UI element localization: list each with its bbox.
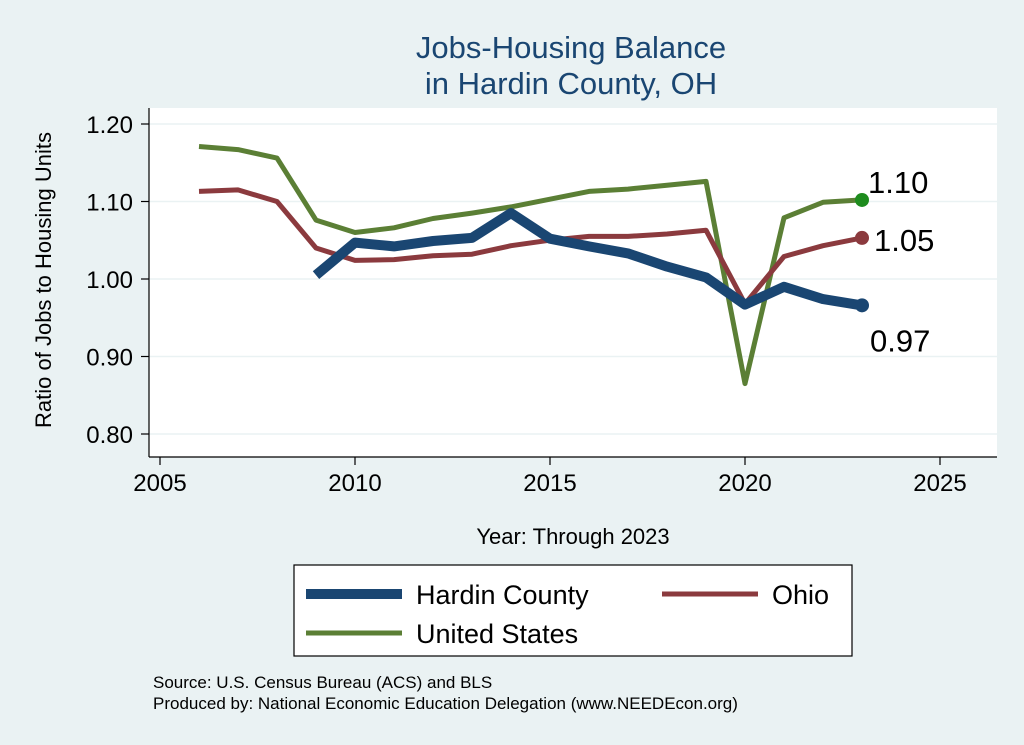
legend: Hardin County Ohio United States bbox=[293, 564, 853, 657]
series-lines bbox=[198, 144, 863, 387]
legend-label-ohio: Ohio bbox=[772, 580, 829, 610]
produced-by-note: Produced by: National Economic Education… bbox=[153, 694, 738, 713]
x-tick-label-2020: 2020 bbox=[718, 470, 771, 497]
x-axis: 2005 2010 2015 2020 2025 bbox=[133, 456, 997, 497]
y-tick-label-1.10: 1.10 bbox=[86, 190, 133, 217]
chart-title: Jobs-Housing Balance in Hardin County, O… bbox=[416, 30, 726, 101]
series-line-ohio bbox=[198, 187, 863, 307]
chart-title-line-1: Jobs-Housing Balance bbox=[416, 30, 726, 65]
end-labels: 0.97 1.05 1.10 bbox=[868, 165, 934, 358]
end-marker-hardin-county bbox=[855, 298, 869, 313]
end-label-hardin-county: 0.97 bbox=[870, 323, 930, 358]
end-label-united-states: 1.10 bbox=[868, 165, 928, 200]
end-label-ohio: 1.05 bbox=[874, 223, 934, 258]
series-line-hardin-county bbox=[312, 208, 863, 311]
x-tick-label-2005: 2005 bbox=[133, 470, 186, 497]
source-note: Source: U.S. Census Bureau (ACS) and BLS bbox=[153, 673, 492, 692]
x-tick-label-2010: 2010 bbox=[328, 470, 381, 497]
end-markers bbox=[855, 192, 869, 313]
plot-area bbox=[149, 108, 997, 457]
chart-title-line-2: in Hardin County, OH bbox=[425, 66, 717, 101]
y-tick-label-1.20: 1.20 bbox=[86, 112, 133, 139]
legend-box bbox=[293, 564, 853, 657]
y-axis: 0.80 0.90 1.00 1.10 1.20 bbox=[86, 108, 150, 457]
y-tick-label-0.80: 0.80 bbox=[86, 422, 133, 449]
y-tick-label-0.90: 0.90 bbox=[86, 345, 133, 372]
y-axis-title: Ratio of Jobs to Housing Units bbox=[31, 132, 56, 428]
gridlines bbox=[149, 123, 997, 435]
legend-label-united-states: United States bbox=[416, 619, 578, 649]
end-marker-united-states bbox=[855, 192, 869, 207]
x-tick-label-2025: 2025 bbox=[913, 470, 966, 497]
x-tick-label-2015: 2015 bbox=[523, 470, 576, 497]
y-tick-label-1.00: 1.00 bbox=[86, 267, 133, 294]
legend-label-hardin-county: Hardin County bbox=[416, 580, 589, 610]
series-line-united-states bbox=[198, 144, 863, 387]
end-marker-ohio bbox=[855, 230, 869, 245]
x-axis-title: Year: Through 2023 bbox=[476, 524, 669, 549]
